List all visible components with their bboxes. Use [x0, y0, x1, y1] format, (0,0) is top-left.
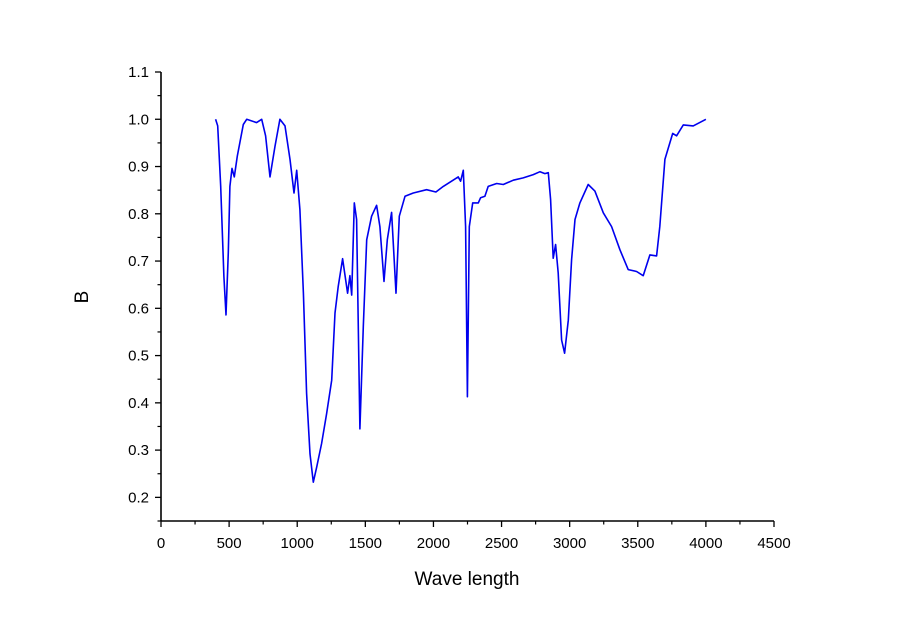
y-tick-label: 0.3 [128, 442, 149, 459]
x-tick-label: 1000 [281, 535, 314, 552]
x-tick-label: 3000 [553, 535, 586, 552]
y-tick-label: 1.1 [128, 64, 149, 81]
series-line-B [214, 118, 707, 483]
y-tick-label: 0.9 [128, 159, 149, 176]
y-tick-label: 0.7 [128, 253, 149, 270]
x-tick-label: 1500 [349, 535, 382, 552]
axes [160, 72, 774, 522]
x-tick-label: 3500 [621, 535, 654, 552]
x-tick-label: 2500 [485, 535, 518, 552]
ticks: 0 500 1000 1500 2000 2500 3000 3500 4000 4500 0.2 0… [128, 64, 791, 552]
y-tick-label: 0.8 [128, 206, 149, 223]
y-tick-label: 0.4 [128, 395, 149, 412]
x-tick-label: 2000 [417, 535, 450, 552]
x-tick-label: 500 [217, 535, 242, 552]
y-tick-label: 0.6 [128, 300, 149, 317]
x-tick-label: 4500 [757, 535, 790, 552]
x-tick-label: 4000 [689, 535, 722, 552]
y-tick-label: 0.5 [128, 348, 149, 365]
y-tick-label: 0.2 [128, 489, 149, 506]
y-tick-label: 1.0 [128, 111, 149, 128]
x-tick-label: 0 [157, 535, 165, 552]
y-axis-label: B [72, 291, 93, 304]
x-axis-label: Wave length [415, 569, 520, 590]
